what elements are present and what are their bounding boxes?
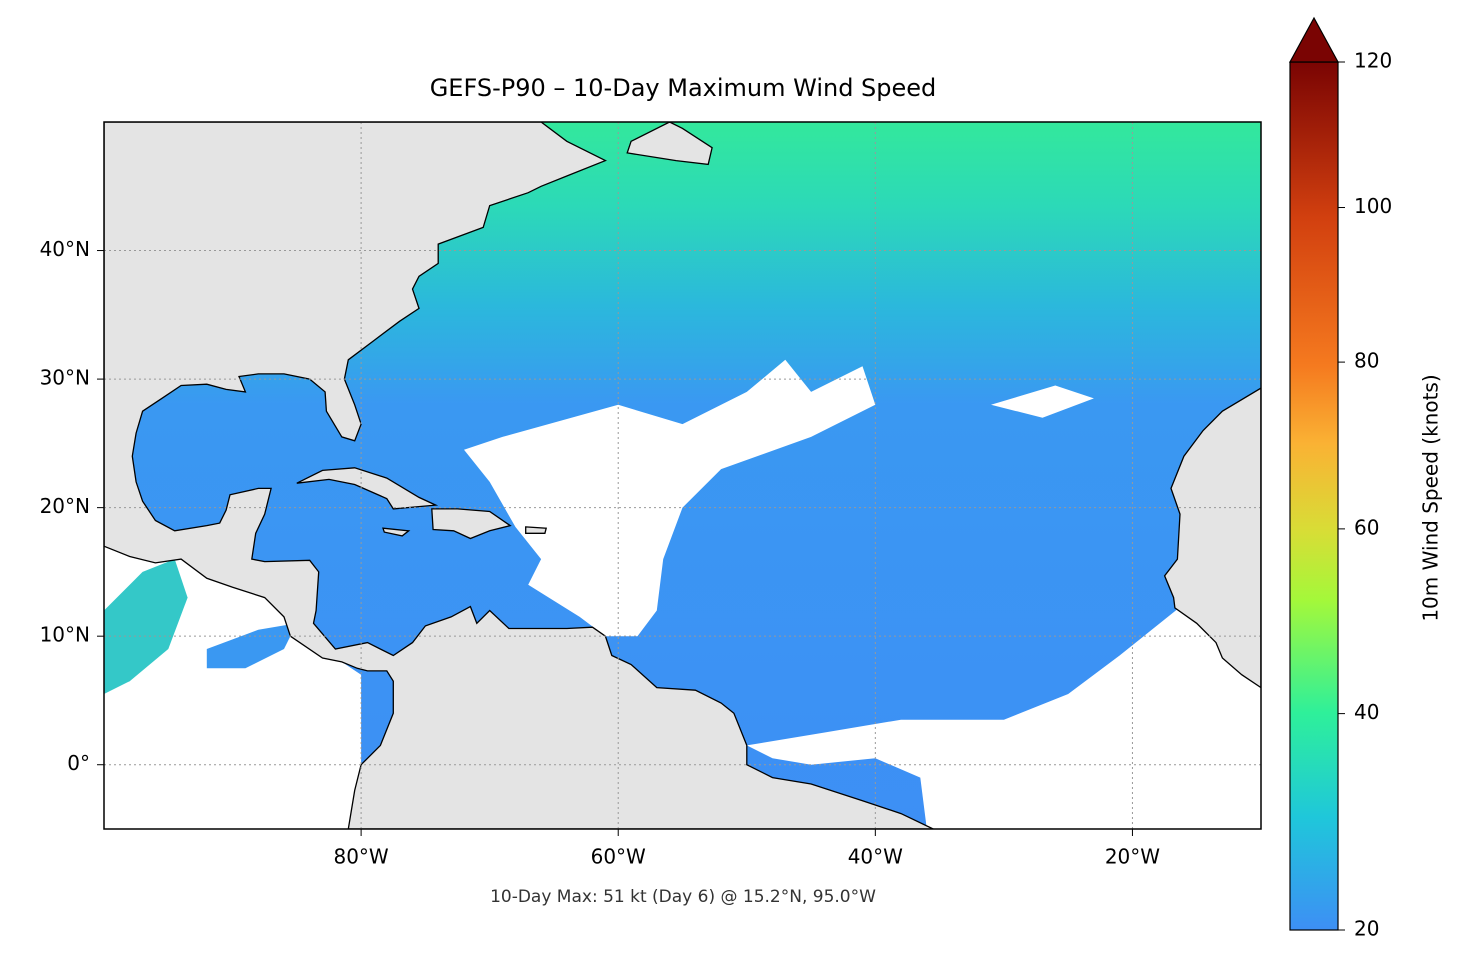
lat-tick-label: 20°N [40,494,90,518]
wind-patch [206,623,297,669]
no-data-central [464,359,876,637]
colorbar-label: 10m Wind Speed (knots) [1419,374,1443,621]
map-area [104,122,1261,829]
land-africa [1163,387,1261,689]
land-americas [104,122,934,829]
colorbar-tick-label: 20 [1354,917,1379,941]
lat-tick-label: 0° [67,751,90,775]
map-frame [103,121,1262,830]
no-data-east [746,559,1261,829]
colorbar-tick-label: 120 [1354,49,1392,73]
lon-tick-label: 40°W [848,845,903,869]
annotation: 10-Day Max: 51 kt (Day 6) @ 15.2°N, 95.0… [490,887,876,907]
land-newfoundland [626,122,713,166]
lat-tick-label: 40°N [40,237,90,261]
lon-tick-label: 20°W [1105,845,1160,869]
colorbar-tick-label: 80 [1354,349,1379,373]
colorbar-tick-label: 100 [1354,194,1392,218]
lon-tick-label: 60°W [591,845,646,869]
colorbar-extend-arrow [1288,16,1340,63]
no-data-patch [991,385,1094,418]
colorbar [1289,61,1339,931]
wind-patch [104,559,188,694]
land-cuba [296,467,439,510]
land-puerto-rico [525,526,548,534]
lat-tick-label: 10°N [40,623,90,647]
land-jamaica [382,527,411,537]
lat-tick-label: 30°N [40,366,90,390]
colorbar-tick-label: 60 [1354,515,1379,539]
colorbar-tick-label: 40 [1354,700,1379,724]
lon-tick-label: 80°W [333,845,388,869]
map-title: GEFS-P90 – 10-Day Maximum Wind Speed [430,74,937,102]
land-hispaniola [431,508,512,540]
